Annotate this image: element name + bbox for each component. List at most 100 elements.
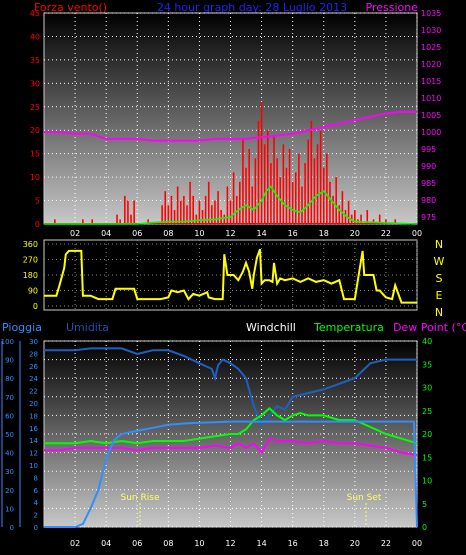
chart-title: 24 hour graph day: 28 Luglio 2013 bbox=[157, 1, 347, 14]
right-tick-label: 1035 bbox=[421, 9, 441, 18]
x-tick-label: 00 bbox=[412, 539, 422, 548]
rain-label: Pioggia bbox=[2, 321, 42, 334]
compass-label: N bbox=[435, 306, 443, 319]
left-tick-label: 30 bbox=[30, 79, 40, 88]
x-tick-label: 06 bbox=[132, 539, 142, 548]
left-tick-label: 90 bbox=[28, 287, 38, 296]
right-tick-label: 975 bbox=[421, 213, 436, 222]
left-tick-label: 180 bbox=[23, 271, 38, 280]
humidity-tick-label: 80 bbox=[5, 375, 14, 383]
right-tick-label: 980 bbox=[421, 196, 436, 205]
wind-direction-series bbox=[44, 248, 417, 304]
right-tick-label: 1010 bbox=[421, 94, 441, 103]
left-tick-label: 10 bbox=[30, 173, 40, 182]
x-tick-label: 18 bbox=[319, 229, 329, 238]
rain-line bbox=[44, 420, 418, 528]
humidity-tick-label: 90 bbox=[5, 357, 14, 365]
rain-tick-label: 14 bbox=[29, 437, 38, 445]
rain-tick-label: 18 bbox=[29, 412, 38, 420]
humidity-tick-label: 50 bbox=[5, 431, 14, 439]
x-tick-label: 12 bbox=[225, 539, 235, 548]
humidity-tick-label: 30 bbox=[5, 468, 14, 476]
left-tick-label: 5 bbox=[35, 197, 40, 206]
rain-tick-label: 28 bbox=[29, 350, 38, 358]
rain-tick-label: 0 bbox=[34, 524, 38, 532]
humidity-label: Umidita bbox=[66, 321, 109, 334]
temp-tick-label: 10 bbox=[422, 477, 432, 486]
left-tick-label: 360 bbox=[23, 240, 38, 249]
dewpoint-line bbox=[44, 437, 418, 456]
humidity-tick-label: 60 bbox=[5, 412, 14, 420]
right-tick-label: 1020 bbox=[421, 60, 441, 69]
temp-tick-label: 0 bbox=[422, 523, 427, 532]
humidity-line bbox=[44, 347, 417, 427]
temp-tick-label: 20 bbox=[422, 430, 432, 439]
x-tick-label: 16 bbox=[288, 539, 298, 548]
x-tick-label: 12 bbox=[225, 229, 235, 238]
humidity-tick-label: 100 bbox=[1, 338, 14, 346]
rain-tick-label: 16 bbox=[29, 425, 38, 433]
temperature-label: Temperatura bbox=[313, 321, 384, 334]
x-tick-label: 00 bbox=[412, 229, 422, 238]
wind-pressure-plot-bg bbox=[43, 12, 418, 225]
x-tick-label: 08 bbox=[163, 229, 173, 238]
rain-tick-label: 2 bbox=[34, 512, 38, 520]
right-tick-label: 995 bbox=[421, 145, 436, 154]
right-tick-label: 985 bbox=[421, 179, 436, 188]
compass-label: S bbox=[436, 272, 443, 285]
x-tick-label: 08 bbox=[163, 539, 173, 548]
x-tick-label: 10 bbox=[194, 539, 204, 548]
left-tick-label: 45 bbox=[30, 9, 40, 18]
x-tick-label: 14 bbox=[256, 539, 266, 548]
wind-avg-line bbox=[44, 185, 418, 225]
temp-tick-label: 25 bbox=[422, 407, 432, 416]
temp-humidity-ticks: 0 2 0 4 06 08 10 12 14 16 18 20 2 2 0 0 100 90 80 70 60 50 40 3… bbox=[1, 337, 433, 548]
right-tick-label: 1025 bbox=[421, 43, 441, 52]
compass-label: N bbox=[435, 238, 443, 251]
rain-tick-label: 30 bbox=[29, 338, 38, 346]
sun-markers: Sun Rise Sun Set bbox=[121, 493, 382, 527]
humidity-tick-label: 70 bbox=[5, 394, 14, 402]
x-tick-label: 20 bbox=[350, 229, 360, 238]
x-tick-label: 06 bbox=[132, 229, 142, 238]
wind-pressure-ticks: 02 04 06 08 10 12 14 16 18 20 22 00 45 40 35 30 25 20 15 10… bbox=[30, 9, 442, 238]
rain-tick-label: 24 bbox=[29, 375, 38, 383]
x-tick-label: 22 bbox=[381, 229, 391, 238]
wind-direction-line bbox=[44, 248, 417, 304]
humidity-tick-label: 20 bbox=[5, 487, 14, 495]
temp-tick-label: 15 bbox=[422, 453, 432, 462]
humidity-tick-label: 10 bbox=[5, 505, 14, 513]
left-tick-label: 15 bbox=[30, 150, 40, 159]
compass-label: E bbox=[436, 289, 443, 302]
temp-tick-label: 35 bbox=[422, 360, 432, 369]
rain-tick-label: 12 bbox=[29, 450, 38, 458]
x-tick-label: 18 bbox=[319, 539, 329, 548]
left-tick-label: 0 bbox=[35, 220, 40, 229]
x-tick-label: 02 bbox=[70, 229, 80, 238]
temp-humidity-series bbox=[44, 347, 418, 528]
pressure-label: Pressione bbox=[366, 1, 419, 14]
left-tick-label: 25 bbox=[30, 103, 40, 112]
temp-tick-label: 30 bbox=[422, 384, 432, 393]
rain-tick-label: 6 bbox=[34, 487, 39, 495]
wind-direction-ticks: 360 270 180 90 0 bbox=[23, 240, 38, 311]
compass-label: W bbox=[434, 255, 445, 268]
right-tick-label: 990 bbox=[421, 162, 436, 171]
left-tick-label: 35 bbox=[30, 56, 40, 65]
rain-tick-label: 20 bbox=[29, 400, 38, 408]
rain-tick-label: 4 bbox=[34, 499, 39, 507]
x-tick-label: 10 bbox=[194, 229, 204, 238]
wind-strength-label: Forza vento() bbox=[34, 1, 107, 14]
temp-tick-label: 40 bbox=[422, 337, 432, 346]
pressure-line bbox=[44, 110, 417, 142]
right-tick-label: 1000 bbox=[421, 128, 441, 137]
windchill-label: Windchill bbox=[246, 321, 296, 334]
wind-pressure-series bbox=[44, 102, 418, 225]
sun-rise-label: Sun Rise bbox=[121, 493, 160, 503]
right-tick-label: 1030 bbox=[421, 26, 441, 35]
left-tick-label: 270 bbox=[23, 256, 38, 265]
left-tick-label: 0 bbox=[33, 302, 38, 311]
x-tick-label: 04 bbox=[101, 539, 111, 548]
